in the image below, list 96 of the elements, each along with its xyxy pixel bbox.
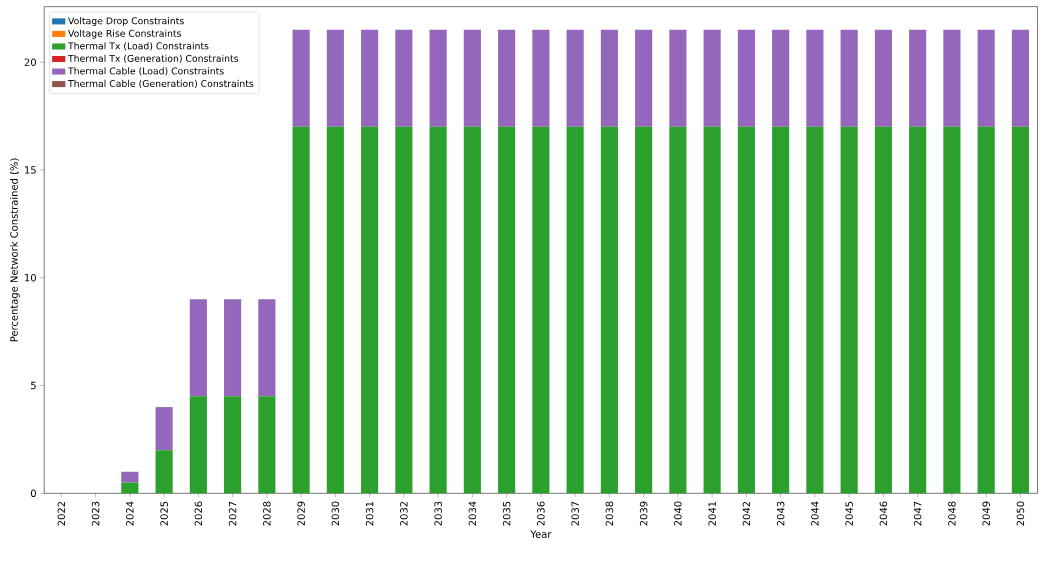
bar bbox=[155, 407, 173, 451]
legend-label: Thermal Cable (Generation) Constraints bbox=[67, 80, 254, 89]
x-tick-label: 2040 bbox=[674, 501, 682, 526]
bar bbox=[224, 299, 242, 397]
legend-label: Thermal Tx (Generation) Constraints bbox=[67, 54, 239, 64]
bar bbox=[224, 396, 242, 494]
bar bbox=[258, 299, 276, 397]
x-tick-label: 2047 bbox=[913, 501, 922, 526]
x-tick-label: 2039 bbox=[639, 501, 648, 526]
x-tick-label: 2032 bbox=[400, 502, 408, 526]
x-tick-label: 2027 bbox=[228, 501, 237, 526]
x-tick-label: 2030 bbox=[331, 501, 340, 526]
bar bbox=[737, 30, 755, 128]
legend-label: Voltage Drop Constraints bbox=[68, 17, 184, 27]
bar bbox=[1011, 30, 1029, 128]
y-tick-label: 15 bbox=[25, 166, 36, 174]
bar bbox=[566, 30, 584, 128]
bar bbox=[977, 127, 995, 494]
bar bbox=[463, 30, 481, 128]
bar bbox=[703, 30, 721, 128]
bar bbox=[943, 30, 961, 128]
bar bbox=[395, 127, 413, 494]
x-tick-label: 2046 bbox=[879, 501, 888, 526]
x-tick-label: 2034 bbox=[468, 501, 477, 526]
x-tick-label: 2042 bbox=[742, 502, 751, 526]
bar bbox=[361, 30, 379, 128]
bar bbox=[977, 30, 995, 128]
y-tick-label: 20 bbox=[24, 58, 36, 67]
bar bbox=[669, 127, 687, 494]
x-tick-label: 2033 bbox=[434, 501, 442, 526]
y-tick-label: 10 bbox=[25, 274, 36, 282]
bar bbox=[566, 127, 584, 494]
bar bbox=[121, 482, 139, 494]
bar bbox=[155, 450, 173, 494]
x-tick-label: 2038 bbox=[605, 501, 614, 526]
bar bbox=[737, 127, 755, 494]
legend-label: Thermal Tx (Load) Constraints bbox=[67, 42, 209, 51]
bar bbox=[258, 396, 276, 494]
bar bbox=[429, 127, 447, 494]
bar bbox=[532, 30, 550, 128]
bar bbox=[909, 30, 927, 128]
x-tick-label: 2023 bbox=[91, 501, 100, 526]
x-tick-label: 2024 bbox=[126, 501, 134, 526]
bar bbox=[292, 30, 310, 128]
x-tick-label: 2041 bbox=[708, 502, 716, 526]
x-tick-label: 2049 bbox=[982, 501, 990, 526]
bar bbox=[600, 127, 618, 494]
x-tick-label: 2035 bbox=[502, 501, 511, 526]
x-tick-label: 2043 bbox=[776, 501, 785, 526]
bar bbox=[600, 30, 618, 128]
bar bbox=[498, 127, 516, 494]
bar bbox=[189, 299, 207, 397]
x-tick-label: 2028 bbox=[263, 501, 271, 526]
y-tick-label: 5 bbox=[31, 382, 36, 390]
bar bbox=[669, 30, 687, 128]
bar bbox=[806, 127, 824, 494]
x-tick-label: 2045 bbox=[845, 501, 853, 526]
bar bbox=[806, 30, 824, 128]
x-tick-label: 2036 bbox=[537, 501, 545, 526]
x-tick-label: 2025 bbox=[160, 501, 168, 526]
bar bbox=[326, 30, 344, 128]
bar bbox=[635, 127, 653, 494]
x-tick-label: 2029 bbox=[297, 501, 305, 526]
bar bbox=[874, 30, 892, 128]
legend-label: Thermal Cable (Load) Constraints bbox=[67, 67, 224, 76]
bar bbox=[840, 30, 858, 128]
x-tick-label: 2050 bbox=[1016, 501, 1025, 526]
bar bbox=[532, 127, 550, 494]
bar bbox=[874, 127, 892, 494]
x-tick-label: 2037 bbox=[571, 501, 579, 526]
x-tick-label: 2048 bbox=[948, 501, 956, 526]
y-tick-label: 0 bbox=[30, 489, 36, 498]
x-tick-label: 2026 bbox=[194, 501, 203, 526]
bar bbox=[326, 127, 344, 494]
y-axis-title: Percentage Network Constrained (%) bbox=[10, 158, 20, 342]
bar bbox=[292, 127, 310, 494]
bar bbox=[909, 127, 927, 494]
legend-label: Voltage Rise Constraints bbox=[68, 29, 181, 39]
bar bbox=[463, 127, 481, 494]
bar bbox=[429, 30, 447, 128]
bar bbox=[498, 30, 516, 128]
x-axis-title: Year bbox=[530, 530, 552, 539]
x-tick-label: 2022 bbox=[57, 502, 66, 526]
bar bbox=[395, 30, 413, 128]
x-tick-label: 2031 bbox=[365, 502, 374, 526]
x-tick-label: 2044 bbox=[811, 501, 819, 526]
bar bbox=[121, 471, 139, 483]
bar bbox=[943, 127, 961, 494]
bar bbox=[772, 127, 790, 494]
bar bbox=[703, 127, 721, 494]
bar bbox=[772, 30, 790, 128]
bar bbox=[840, 127, 858, 494]
bar bbox=[1011, 127, 1029, 494]
bar bbox=[361, 127, 379, 494]
bar bbox=[189, 396, 207, 494]
bar bbox=[635, 30, 653, 128]
